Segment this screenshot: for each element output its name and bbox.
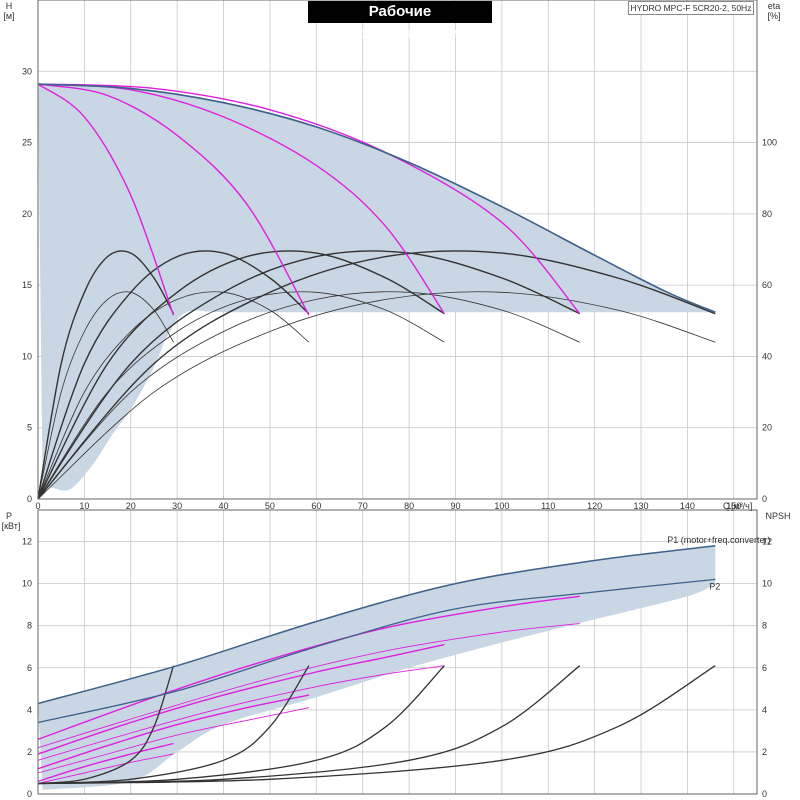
bottom-y-left-tick-label: 8 [27,621,32,631]
speed-power-curve [37,707,309,774]
eta-curve [37,291,445,500]
top-panel-frame [37,0,758,500]
bottom-y-right-tick-label: 4 [762,705,767,715]
y-left-tick-label: 30 [22,66,32,76]
y-left-tick-label: 25 [22,138,32,148]
x-tick-label: 30 [172,501,182,511]
y-right-axis-unit: [%] [767,11,780,21]
x-tick-label: 90 [450,501,460,511]
y-right-tick-label: 80 [762,209,772,219]
x-tick-label: 50 [265,501,275,511]
speed-curve-h [37,83,310,316]
bottom-y-left-tick-label: 10 [22,579,32,589]
bottom-panel-frame [37,509,758,795]
x-tick-label: 60 [311,501,321,511]
bottom-y-left-tick-label: 0 [27,789,32,799]
speed-curve-h [37,83,445,315]
y-left-axis-label: H [6,1,13,11]
x-tick-label: 130 [634,501,649,511]
eta-curve [37,250,581,500]
npsh-curve [37,665,175,785]
y-left-axis-unit: [м] [3,11,14,21]
speed-power-curve [37,595,580,740]
bottom-y-right-tick-label: 8 [762,621,767,631]
p2-curve [37,578,716,724]
bottom-y-left-tick-label: 12 [22,537,32,547]
eta-curve [37,250,445,500]
x-tick-label: 40 [219,501,229,511]
eta-curve [37,291,580,500]
speed-power-curve [37,665,445,761]
bottom-y-right-tick-label: 12 [762,537,772,547]
p1-curve [37,545,716,705]
eta-curve [37,291,716,500]
p2-series-label: P2 [709,581,720,591]
speed-power-curve [37,694,310,770]
x-tick-label: 80 [404,501,414,511]
eta-curve [37,250,716,500]
y-right-tick-label: 20 [762,423,772,433]
y-left-tick-label: 5 [27,423,32,433]
x-axis-unit: [м³/ч] [731,501,752,511]
y-right-tick-label: 100 [762,138,777,148]
bottom-y-right-tick-label: 6 [762,663,767,673]
x-tick-label: 120 [587,501,602,511]
bottom-y-left-tick-label: 4 [27,705,32,715]
x-tick-label: 110 [541,501,555,511]
y-right-tick-label: 0 [762,494,767,504]
speed-power-curve [37,742,174,783]
speed-power-curve [37,623,580,749]
x-tick-label: 20 [126,501,136,511]
y-right-tick-label: 60 [762,280,772,290]
p1-series-label: P1 (motor+freq.converter) [667,535,770,545]
y-left-tick-label: 15 [22,280,32,290]
operating-region-band [38,84,716,491]
eta-curve [37,291,174,500]
x-tick-label: 140 [680,501,695,511]
bottom-y-left-tick-label: 6 [27,663,32,673]
y-right-tick-label: 40 [762,351,772,361]
bottom-y-left-axis-label: P [6,511,12,521]
y-left-tick-label: 10 [22,351,32,361]
bottom-y-right-tick-label: 10 [762,579,772,589]
x-tick-label: 100 [494,501,509,511]
x-tick-label: 0 [35,501,40,511]
x-tick-label: 10 [79,501,89,511]
speed-power-curve [37,643,445,755]
y-right-axis-label: eta [768,1,781,11]
npsh-curve [37,665,716,785]
bottom-y-right-tick-label: 2 [762,747,767,757]
bottom-y-left-tick-label: 2 [27,747,32,757]
eta-curve [37,250,310,500]
eta-curve [37,250,175,500]
speed-curve-h [37,83,175,316]
bottom-y-right-tick-label: 0 [762,789,767,799]
bottom-y-right-axis-label: NPSH [765,511,790,521]
model-label: HYDRO MPC-F 5CR20-2, 50Hz [628,1,754,15]
bottom-y-left-axis-unit: [кВт] [2,521,21,531]
x-tick-label: 70 [358,501,368,511]
eta-curve [37,291,310,500]
chart-title: Рабочие характеристики [308,1,492,42]
y-left-tick-label: 0 [27,494,32,504]
speed-power-curve [37,753,174,784]
envelope-curve-h [37,83,716,313]
y-left-tick-label: 20 [22,209,32,219]
speed-curve-h [37,83,581,315]
x-tick-label: 150 [726,501,741,511]
x-axis-label: Q [723,501,730,511]
